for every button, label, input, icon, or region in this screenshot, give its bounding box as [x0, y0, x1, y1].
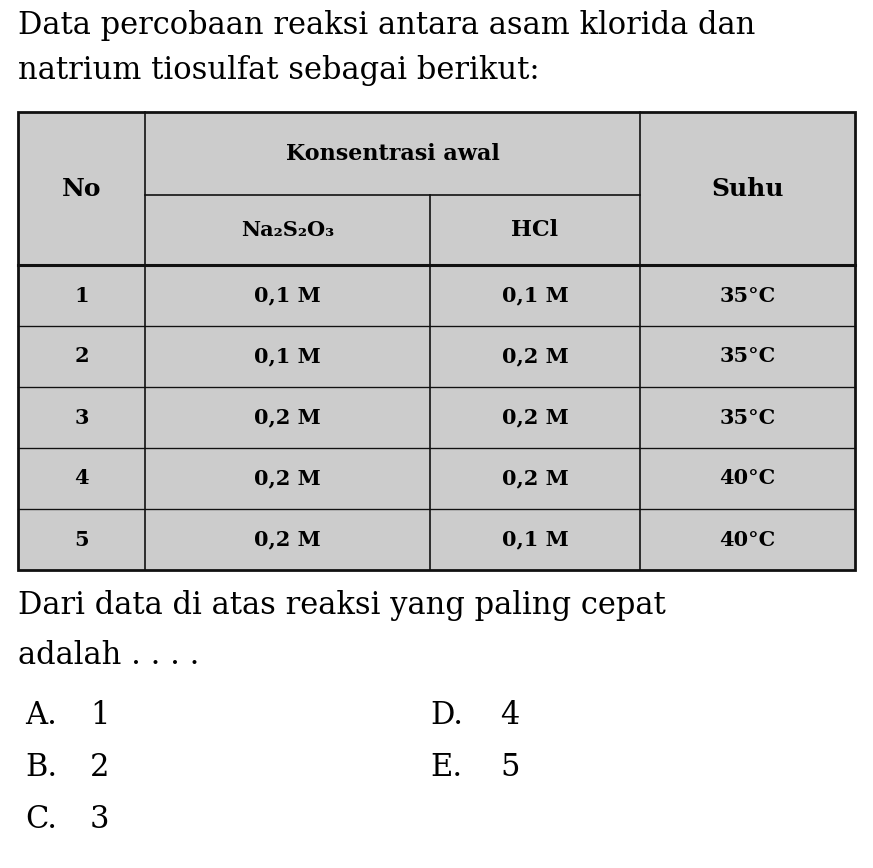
Text: 35°C: 35°C	[719, 407, 775, 428]
Text: 2: 2	[90, 752, 109, 783]
Text: Dari data di atas reaksi yang paling cepat: Dari data di atas reaksi yang paling cep…	[18, 590, 666, 621]
Text: 35°C: 35°C	[719, 286, 775, 306]
Text: D.: D.	[430, 700, 463, 731]
Text: A.: A.	[25, 700, 57, 731]
Text: 0,1 M: 0,1 M	[502, 529, 568, 549]
Bar	[18, 112, 855, 570]
Text: No: No	[62, 176, 101, 201]
Text: 4: 4	[500, 700, 519, 731]
Text: 3: 3	[74, 407, 89, 428]
Text: 0,2 M: 0,2 M	[254, 469, 321, 489]
Text: 40°C: 40°C	[719, 529, 775, 549]
Text: Data percobaan reaksi antara asam klorida dan: Data percobaan reaksi antara asam klorid…	[18, 10, 755, 41]
Text: 0,1 M: 0,1 M	[254, 286, 321, 306]
Text: Suhu: Suhu	[711, 176, 784, 201]
Text: Konsentrasi awal: Konsentrasi awal	[285, 142, 499, 165]
Text: 40°C: 40°C	[719, 469, 775, 489]
Text: 0,1 M: 0,1 M	[254, 346, 321, 366]
Text: 0,1 M: 0,1 M	[502, 286, 568, 306]
Text: 1: 1	[74, 286, 89, 306]
Text: C.: C.	[25, 804, 57, 835]
Text: natrium tiosulfat sebagai berikut:: natrium tiosulfat sebagai berikut:	[18, 55, 540, 86]
Text: HCl: HCl	[512, 219, 559, 241]
Text: 0,2 M: 0,2 M	[502, 346, 568, 366]
Text: 5: 5	[74, 529, 89, 549]
Text: 0,2 M: 0,2 M	[502, 469, 568, 489]
Text: adalah . . . .: adalah . . . .	[18, 640, 199, 671]
Text: 2: 2	[74, 346, 89, 366]
Text: 3: 3	[90, 804, 109, 835]
Text: E.: E.	[430, 752, 462, 783]
Text: 4: 4	[74, 469, 89, 489]
Text: 1: 1	[90, 700, 109, 731]
Text: 35°C: 35°C	[719, 346, 775, 366]
Text: 0,2 M: 0,2 M	[254, 529, 321, 549]
Text: B.: B.	[25, 752, 57, 783]
Text: 5: 5	[500, 752, 519, 783]
Text: Na₂S₂O₃: Na₂S₂O₃	[241, 220, 334, 240]
Text: 0,2 M: 0,2 M	[254, 407, 321, 428]
Text: 0,2 M: 0,2 M	[502, 407, 568, 428]
